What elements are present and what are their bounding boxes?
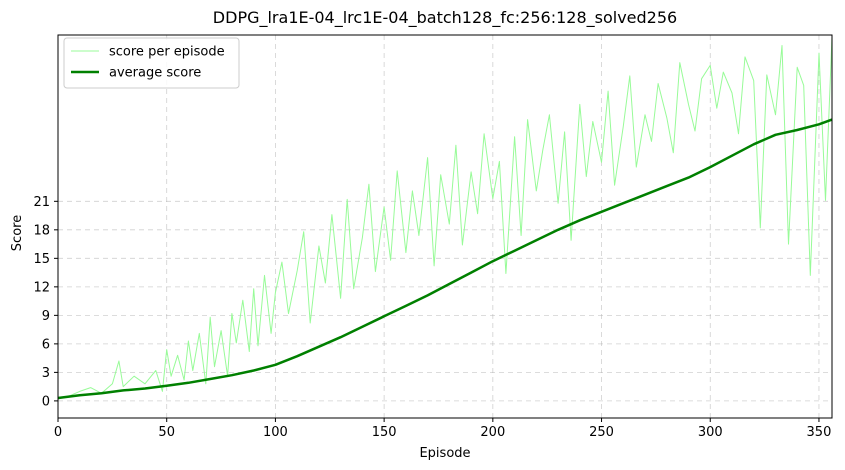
x-tick-label: 200: [480, 425, 505, 440]
plot-series: [57, 36, 833, 400]
y-tick-label: 6: [42, 337, 50, 352]
x-axis-title: Episode: [419, 446, 470, 461]
y-tick-label: 3: [42, 366, 50, 381]
y-axis-title: Score: [10, 215, 25, 251]
x-tick-label: 150: [372, 425, 397, 440]
legend-box: [63, 37, 240, 89]
legend: score per episode average score: [63, 37, 240, 89]
x-tick-label: 50: [158, 425, 175, 440]
x-tick-label: 300: [698, 425, 723, 440]
axes-ticks: 0 50 100 150 200 250 300 350 0 3 6 9 12 15 18 21: [33, 195, 831, 440]
chart-title: DDPG_lra1E-04_lrc1E-04_batch128_fc:256:1…: [213, 8, 677, 28]
y-tick-label: 9: [42, 309, 50, 324]
y-tick-label: 12: [33, 280, 50, 295]
y-tick-label: 0: [42, 394, 50, 409]
y-tick-label: 21: [33, 195, 50, 210]
y-tick-label: 15: [33, 252, 50, 267]
legend-label-score-per-episode: score per episode: [109, 45, 225, 60]
grid: [57, 35, 832, 418]
x-tick-label: 0: [54, 425, 62, 440]
legend-label-average-score: average score: [109, 66, 201, 81]
series-line-average-score: [57, 118, 833, 400]
plot-frame: [57, 34, 833, 419]
x-tick-label: 250: [589, 425, 614, 440]
series-line-score-per-episode: [57, 36, 833, 400]
x-tick-label: 100: [263, 425, 288, 440]
x-tick-label: 350: [807, 425, 832, 440]
y-tick-label: 18: [33, 223, 50, 238]
